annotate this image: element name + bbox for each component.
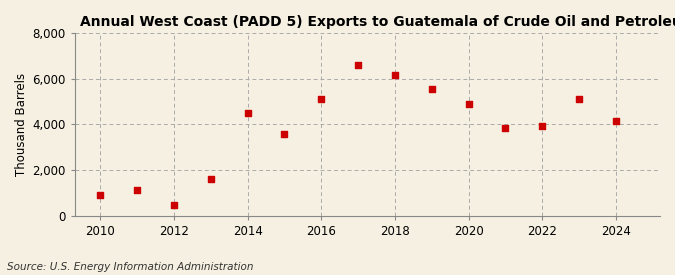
- Point: [205, 177, 216, 182]
- Text: Annual West Coast (PADD 5) Exports to Guatemala of Crude Oil and Petroleum Produ: Annual West Coast (PADD 5) Exports to Gu…: [80, 15, 675, 29]
- Point: [427, 87, 437, 91]
- Text: Source: U.S. Energy Information Administration: Source: U.S. Energy Information Administ…: [7, 262, 253, 272]
- Point: [279, 131, 290, 136]
- Point: [389, 73, 400, 78]
- Point: [169, 203, 180, 207]
- Point: [352, 63, 363, 67]
- Point: [610, 119, 621, 123]
- Point: [132, 188, 142, 192]
- Point: [316, 97, 327, 101]
- Point: [500, 126, 511, 130]
- Point: [574, 97, 585, 101]
- Point: [242, 111, 253, 115]
- Point: [463, 102, 474, 106]
- Point: [537, 123, 547, 128]
- Point: [95, 193, 106, 197]
- Y-axis label: Thousand Barrels: Thousand Barrels: [15, 73, 28, 176]
